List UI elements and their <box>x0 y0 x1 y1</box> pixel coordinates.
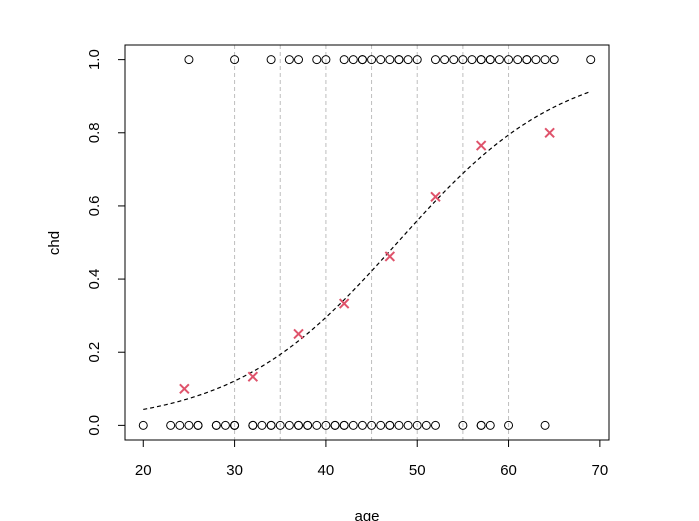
observation-point <box>403 55 413 65</box>
group-proportion-marker <box>544 127 555 138</box>
x-tick-label: 50 <box>409 462 426 479</box>
observation-point <box>266 55 276 65</box>
group-proportion-marker <box>293 328 304 340</box>
observation-point <box>485 420 495 430</box>
group-proportion-marker <box>430 191 441 202</box>
x-tick-label: 40 <box>318 462 335 479</box>
group-proportion-marker <box>179 383 190 395</box>
observation-point <box>494 55 504 65</box>
observation-point <box>394 420 404 430</box>
observation-points <box>138 55 596 430</box>
observation-point <box>385 420 395 430</box>
observation-point <box>476 420 486 430</box>
observation-point <box>248 420 258 430</box>
observation-point <box>321 420 331 430</box>
y-tick-label: 0.8 <box>86 122 103 143</box>
observation-point <box>540 55 550 65</box>
observation-point <box>284 420 294 430</box>
observation-point <box>339 420 349 430</box>
observation-point <box>330 420 340 430</box>
observation-point <box>485 55 495 65</box>
observation-point <box>458 420 468 430</box>
group-proportion-marker <box>338 298 350 309</box>
group-proportion-marker <box>475 140 487 151</box>
observation-point <box>184 55 194 65</box>
observation-point <box>421 420 431 430</box>
observation-point <box>376 420 386 430</box>
observation-point <box>294 55 304 65</box>
y-tick-label: 0.4 <box>86 269 103 290</box>
observation-point <box>230 420 240 430</box>
x-tick-label: 60 <box>500 462 517 479</box>
group-proportion-marker <box>384 251 396 262</box>
observation-point <box>504 55 514 65</box>
observation-point <box>513 55 523 65</box>
observation-point <box>376 55 386 65</box>
observation-point <box>403 420 413 430</box>
fitted-curve <box>143 90 591 411</box>
observation-point <box>367 420 377 430</box>
observation-point <box>138 420 148 430</box>
observation-point <box>339 55 349 65</box>
x-axis-label: age <box>354 508 379 521</box>
group-proportion-marker <box>247 371 259 382</box>
plot-frame <box>124 44 610 441</box>
observation-point <box>312 420 322 430</box>
observation-point <box>449 55 459 65</box>
observation-point <box>284 55 294 65</box>
observation-point <box>522 55 532 65</box>
observation-point <box>430 420 440 430</box>
y-tick-label: 0.2 <box>86 342 103 363</box>
observation-point <box>348 420 358 430</box>
observation-point <box>257 420 267 430</box>
y-tick-label: 0.6 <box>86 195 103 216</box>
y-axis: 0.0 0.2 0.4 0.6 0.8 1.0 <box>86 49 126 436</box>
observation-point <box>549 55 559 65</box>
reference-lines <box>234 45 510 440</box>
observation-point <box>357 420 367 430</box>
observation-point <box>303 420 313 430</box>
observation-point <box>586 55 596 65</box>
observation-point <box>394 55 404 65</box>
observation-point <box>266 420 276 430</box>
y-axis-label: chd <box>46 231 63 255</box>
observation-point <box>275 420 285 430</box>
observation-point <box>184 420 194 430</box>
observation-point <box>385 55 395 65</box>
x-tick-label: 70 <box>592 462 609 479</box>
observation-point <box>504 420 514 430</box>
y-tick-label: 0.0 <box>86 415 103 436</box>
observation-point <box>321 55 331 65</box>
observation-point <box>412 420 422 430</box>
observation-point <box>531 55 541 65</box>
observation-point <box>440 55 450 65</box>
observation-point <box>458 55 468 65</box>
observation-point <box>166 420 176 430</box>
observation-point <box>476 55 486 65</box>
observation-point <box>357 55 367 65</box>
observation-point <box>175 420 185 430</box>
observation-point <box>294 420 304 430</box>
observation-point <box>430 55 440 65</box>
x-tick-label: 20 <box>135 462 152 479</box>
observation-point <box>230 55 240 65</box>
observation-point <box>367 55 377 65</box>
observation-point <box>348 55 358 65</box>
observation-point <box>540 420 550 430</box>
group-proportion-markers <box>179 127 555 395</box>
x-tick-label: 30 <box>226 462 243 479</box>
observation-point <box>312 55 322 65</box>
observation-point <box>412 55 422 65</box>
y-tick-label: 1.0 <box>86 49 103 70</box>
observation-point <box>211 420 221 430</box>
x-axis: 20 30 40 50 60 70 <box>135 439 609 479</box>
observation-point <box>220 420 230 430</box>
observation-point <box>193 420 203 430</box>
observation-point <box>467 55 477 65</box>
